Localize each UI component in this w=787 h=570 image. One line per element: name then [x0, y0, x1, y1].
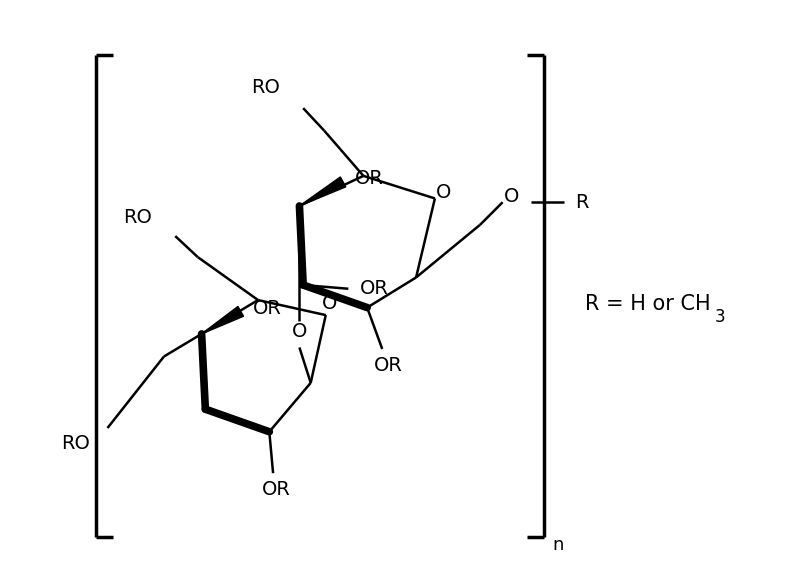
- Text: RO: RO: [61, 434, 91, 453]
- Text: O: O: [504, 187, 519, 206]
- Text: n: n: [552, 536, 563, 553]
- Text: OR: OR: [374, 356, 403, 375]
- Text: R = H or CH: R = H or CH: [586, 294, 711, 314]
- Text: OR: OR: [261, 480, 290, 499]
- Text: O: O: [292, 322, 307, 341]
- Text: OR: OR: [360, 279, 389, 298]
- Text: 3: 3: [715, 308, 726, 327]
- Text: O: O: [322, 294, 337, 314]
- Text: OR: OR: [253, 299, 282, 318]
- Polygon shape: [201, 307, 243, 334]
- Text: RO: RO: [124, 208, 152, 227]
- Text: RO: RO: [251, 78, 280, 96]
- Text: R: R: [575, 193, 589, 211]
- Polygon shape: [299, 177, 345, 206]
- Text: OR: OR: [355, 169, 384, 188]
- Text: O: O: [436, 183, 452, 202]
